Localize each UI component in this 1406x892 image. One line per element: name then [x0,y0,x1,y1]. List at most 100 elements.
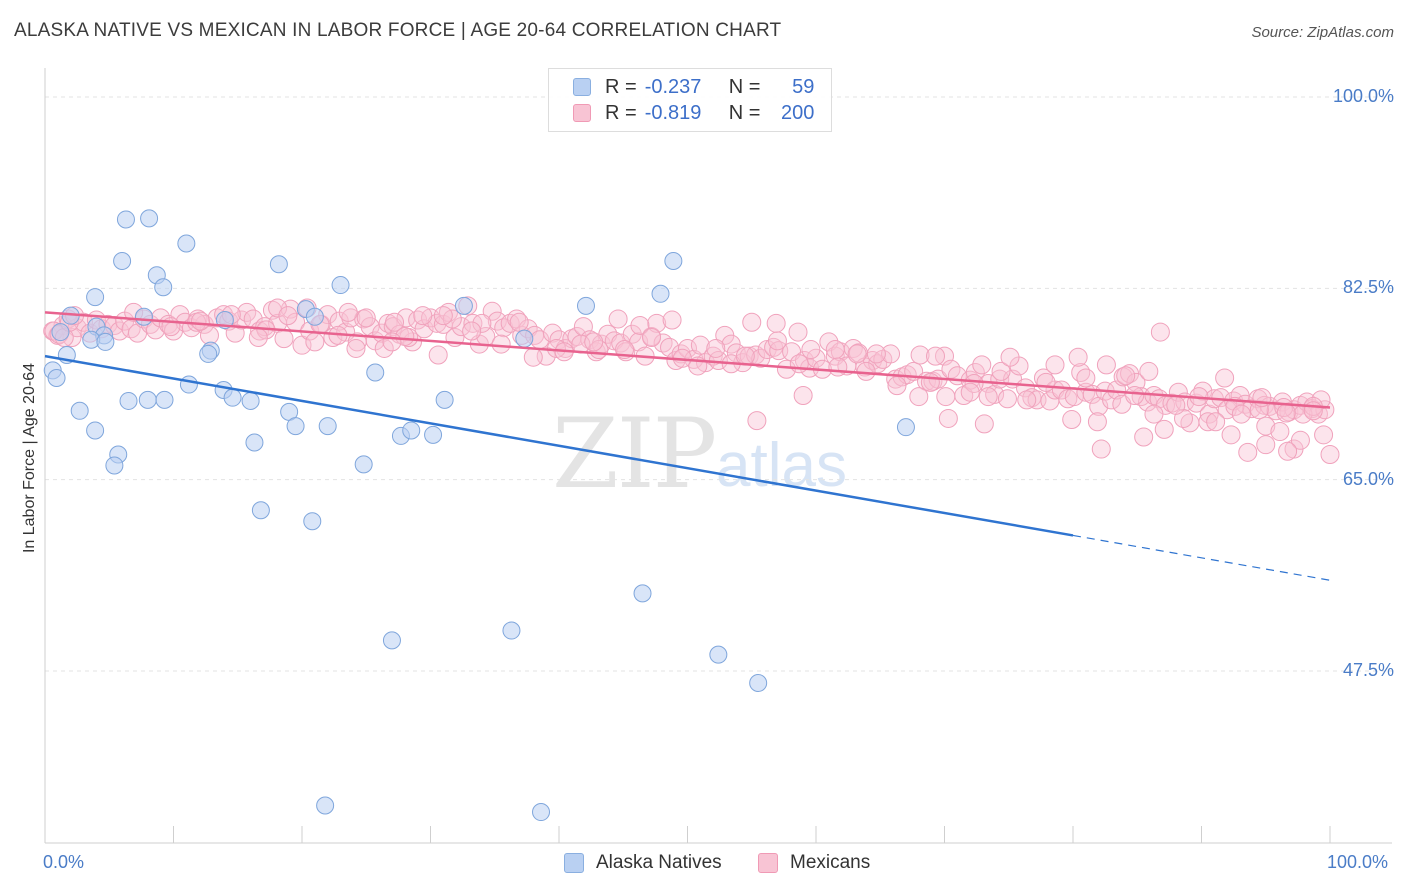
mexicans-point [1045,355,1065,375]
mexicans-point [523,347,543,367]
grid-lines [45,96,1392,672]
alaska-natives-point [331,276,350,295]
alaska-natives-point [305,307,324,326]
alaska-natives-point [70,401,89,420]
legend-row-mexicans: R = -0.819 N = 200 [573,101,814,125]
alaska-natives-point [269,255,288,274]
alaska-swatch [573,78,591,96]
alaska-natives-point [179,375,198,394]
legend-row-alaska: R = -0.237 N = 59 [573,75,814,99]
alaska-natives-point [96,332,115,351]
alaska-natives-point [134,307,153,326]
alaska-natives-swatch [564,853,584,873]
mexicans-point [1036,372,1056,392]
series-legend: Alaska Natives Mexicans [0,852,1406,878]
mexicans-point [491,334,511,354]
alaska-natives-point [251,501,270,520]
mexicans-point [938,408,958,428]
y-tick-label: 47.5% [1342,660,1394,680]
alaska-natives-point [105,456,124,475]
n-value: 59 [792,75,815,98]
mexicans-point [1062,410,1082,430]
legend-item-alaska-natives[interactable]: Alaska Natives [564,852,722,874]
mexicans-swatch [758,853,778,873]
r-label: R = [605,75,637,98]
mexicans-point [887,376,907,396]
alaska-natives-point [709,645,728,664]
correlation-legend: R = -0.237 N = 59 R = -0.819 N = 200 [548,68,832,132]
mexicans-point [1096,355,1116,375]
mexicans-point [1276,403,1296,423]
mexicans-point [647,313,667,333]
mexicans-point [1017,390,1037,410]
alaska-natives-point [424,425,443,444]
alaska-natives-point [318,417,337,436]
mexicans-point [1000,347,1020,367]
chart-title: ALASKA NATIVE VS MEXICAN IN LABOR FORCE … [14,20,782,41]
alaska-natives-point [241,391,260,410]
mexicans-point [909,387,929,407]
alaska-natives-point [651,284,670,303]
mexicans-point [1314,425,1334,445]
trend-lines [44,311,1331,581]
mexicans-trend-line [44,311,1331,409]
mexicans-point [1150,322,1170,342]
mexicans-point [1249,400,1269,420]
mexicans-swatch [573,104,591,122]
alaska-natives-point [119,391,138,410]
alaska-natives-point [502,621,521,640]
mexicans-point [1270,422,1290,442]
mexicans-point [1071,363,1091,383]
mexicans-point [847,344,867,364]
legend-label-mexicans: Mexicans [790,852,871,873]
mexicans-point [881,344,901,364]
watermark-zip: ZIP [552,398,717,510]
mexicans-point [910,345,930,365]
x-tick-label-min: 0.0% [43,852,85,872]
legend-label-alaska-natives: Alaska Natives [596,852,722,873]
mexicans-point [1221,425,1241,445]
mexicans-point [433,306,453,326]
mexicans-point [374,338,394,358]
mexicans-point [747,411,767,431]
watermark-atlas: atlas [716,431,847,500]
r-label: R = [605,101,637,124]
mexicans-point [395,326,415,346]
mexicans-point [972,355,992,375]
mexicans-point [1199,404,1219,424]
mexicans-point [1154,419,1174,439]
mexicans-point [978,387,998,407]
mexicans-point [678,338,697,358]
mexicans-point [1238,442,1258,462]
alaska-natives-point [402,421,421,440]
mexicans-point [1231,404,1251,424]
alaska-natives-point [354,455,373,474]
mexicans-point [1139,361,1159,381]
alaska-natives-point [245,433,264,452]
alaska-natives-point [47,368,66,387]
mexicans-point [378,313,398,333]
mexicans-point [793,385,813,405]
mexicans-point [1087,412,1107,432]
mexicans-point [706,338,726,358]
alaska-natives-point [633,584,652,603]
mexicans-point [1278,441,1298,461]
alaska-natives-point [316,796,335,815]
y-axis-label: In Labor Force | Age 20-64 [21,362,38,554]
r-value: -0.237 [644,75,702,98]
mexicans-point [305,332,325,352]
n-label: N = [728,101,761,124]
mexicans-point [642,328,662,348]
mexicans-point [630,316,650,336]
legend-item-mexicans[interactable]: Mexicans [758,852,870,874]
mexicans-point [866,344,886,364]
alaska-natives-points [43,209,915,822]
mexicans-point [255,317,275,337]
r-value: -0.819 [644,101,702,124]
y-tick-label: 82.5% [1342,277,1394,298]
alaska-natives-point [177,234,196,253]
n-label: N = [728,75,761,98]
mexicans-point [788,322,808,342]
mexicans-point [926,346,946,366]
mexicans-point [1320,445,1340,465]
